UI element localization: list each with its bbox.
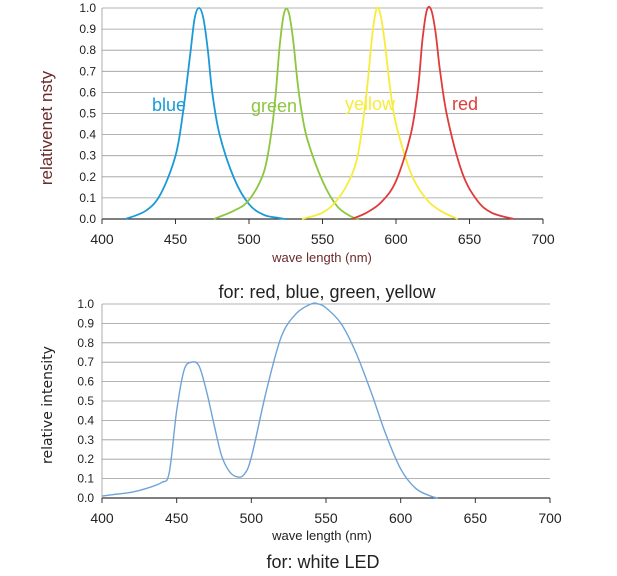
series-top bbox=[125, 5, 514, 220]
y-tick-label: 0.6 bbox=[77, 375, 94, 389]
y-tick-label: 0.7 bbox=[77, 355, 94, 369]
caption-bottom: for: white LED bbox=[266, 552, 379, 572]
grid-top bbox=[101, 7, 543, 220]
x-tick-label: 650 bbox=[458, 231, 482, 247]
y-tick-label: 0.2 bbox=[79, 170, 96, 184]
y-tick-label: 0.9 bbox=[77, 316, 94, 330]
y-tick-label: 0.9 bbox=[79, 22, 96, 36]
y-axis-label-top: relativenet nsty bbox=[37, 70, 56, 185]
y-tick-label: 0.2 bbox=[77, 452, 94, 466]
chart-bottom: 0.0 0.1 0.2 0.3 0.4 0.5 0.6 0.7 0.8 0.9 1.0 400 450 5… bbox=[40, 297, 562, 572]
series-label-yellow: yellow bbox=[345, 94, 396, 114]
y-tick-label: 0.8 bbox=[79, 43, 96, 57]
y-tick-label: 0.6 bbox=[79, 85, 96, 99]
x-tick-label: 550 bbox=[311, 231, 335, 247]
series-line-blue bbox=[125, 7, 286, 220]
y-tick-label: 0.5 bbox=[79, 107, 96, 121]
y-tick-label: 1.0 bbox=[77, 297, 94, 311]
x-tick-label: 600 bbox=[384, 231, 408, 247]
x-tick-label: 400 bbox=[90, 231, 114, 247]
series-line-red bbox=[351, 5, 514, 220]
x-tick-label: 400 bbox=[90, 510, 114, 526]
series-label-red: red bbox=[452, 94, 478, 114]
series-line-series-0 bbox=[101, 302, 439, 499]
series-line-green bbox=[213, 7, 360, 220]
y-tick-label: 0.3 bbox=[77, 433, 94, 447]
y-tick-label: 0.0 bbox=[77, 491, 94, 505]
y-tick-label: 0.5 bbox=[77, 394, 94, 408]
y-tick-label: 0.3 bbox=[79, 149, 96, 163]
series-label-blue: blue bbox=[152, 95, 186, 115]
y-tick-label: 0.8 bbox=[77, 336, 94, 350]
ticks-top: 0.0 0.1 0.2 0.3 0.4 0.5 0.6 0.7 0.8 0.9 1.0 400 450 5… bbox=[79, 1, 555, 247]
series-label-green: green bbox=[251, 96, 297, 116]
x-axis-label-bottom: wave length (nm) bbox=[271, 528, 372, 543]
labels-top: blue green yellow red bbox=[152, 94, 478, 116]
y-tick-label: 0.7 bbox=[79, 64, 96, 78]
x-tick-label: 450 bbox=[165, 510, 189, 526]
y-tick-label: 1.0 bbox=[79, 1, 96, 15]
x-tick-label: 650 bbox=[464, 510, 488, 526]
series-line-yellow bbox=[301, 6, 459, 220]
series-bottom bbox=[101, 302, 439, 499]
y-tick-label: 0.1 bbox=[79, 191, 96, 205]
caption-top: for: red, blue, green, yellow bbox=[218, 282, 436, 302]
x-tick-label: 700 bbox=[538, 510, 562, 526]
y-tick-label: 0.1 bbox=[77, 472, 94, 486]
x-tick-label: 450 bbox=[164, 231, 188, 247]
y-tick-label: 0.4 bbox=[77, 413, 94, 427]
x-tick-label: 500 bbox=[240, 510, 264, 526]
y-tick-label: 0.0 bbox=[79, 212, 96, 226]
x-tick-label: 550 bbox=[314, 510, 338, 526]
y-axis-label-bottom: relative intensity bbox=[40, 346, 56, 464]
y-tick-label: 0.4 bbox=[79, 128, 96, 142]
chart-top: 0.0 0.1 0.2 0.3 0.4 0.5 0.6 0.7 0.8 0.9 1.0 400 450 5… bbox=[37, 1, 555, 302]
x-tick-label: 700 bbox=[531, 231, 555, 247]
ticks-bottom: 0.0 0.1 0.2 0.3 0.4 0.5 0.6 0.7 0.8 0.9 1.0 400 450 5… bbox=[77, 297, 562, 526]
x-tick-label: 600 bbox=[389, 510, 413, 526]
x-axis-label-top: wave length (nm) bbox=[271, 250, 372, 265]
x-tick-label: 500 bbox=[237, 231, 261, 247]
